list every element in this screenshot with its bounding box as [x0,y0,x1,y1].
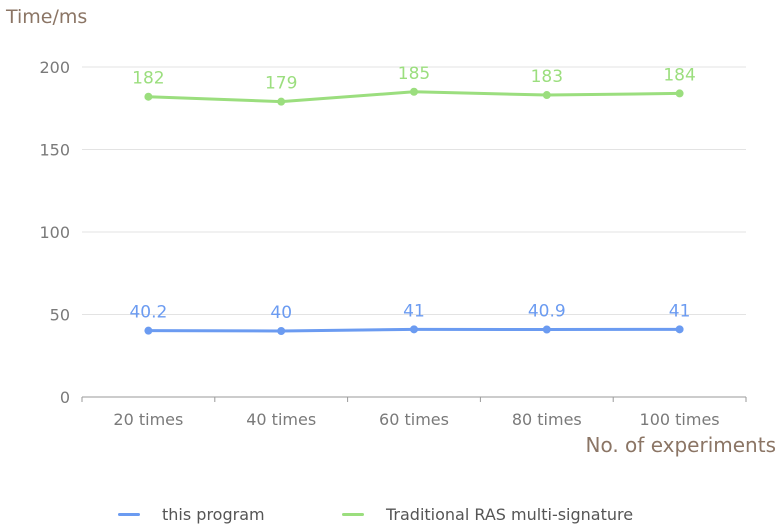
data-label: 182 [132,69,164,89]
data-point [410,87,418,96]
data-point [144,326,153,335]
data-label: 40.2 [129,303,167,323]
y-tick-label: 150 [39,141,70,160]
data-point [675,325,684,334]
data-label: 184 [663,65,695,85]
y-tick-label: 200 [39,58,70,77]
data-label: 183 [531,67,563,87]
data-point [277,97,286,106]
legend-item-traditional-ras[interactable]: Traditional RAS multi-signature [342,500,633,528]
data-label: 41 [403,301,425,321]
y-tick-label: 100 [39,223,70,242]
series-1: 182 179 185 183 184 [132,64,696,106]
x-tick-label: 40 times [246,410,316,429]
y-axis-label: Time/ms [6,6,88,28]
x-tick-label: 60 times [379,410,449,429]
data-point [277,327,286,335]
x-axis-label: No. of experiments [585,433,777,457]
legend-label-traditional-ras: Traditional RAS multi-signature [386,504,634,524]
legend-item-this-program[interactable]: this program [118,500,265,528]
data-label: 41 [669,301,691,321]
series-0: 40.2 40 41 40.9 41 [129,301,691,335]
legend-swatch-traditional-ras [342,512,364,516]
data-point [144,92,153,101]
data-label: 40.9 [528,302,566,322]
y-tick-label: 0 [60,388,70,407]
data-point [542,325,551,334]
data-label: 179 [265,74,297,94]
data-point [675,89,684,98]
x-tick-label: 20 times [113,410,183,429]
data-label: 40 [270,303,292,323]
y-tick-label: 50 [50,306,70,325]
x-tick-label: 80 times [512,410,582,429]
data-label: 185 [398,64,430,84]
legend-swatch-this-program [118,512,140,516]
data-point [542,91,551,100]
x-tick-label: 100 times [640,410,720,429]
legend-label-this-program: this program [162,504,265,524]
legend: this program Traditional RAS multi-signa… [0,500,780,528]
data-point [410,325,418,334]
